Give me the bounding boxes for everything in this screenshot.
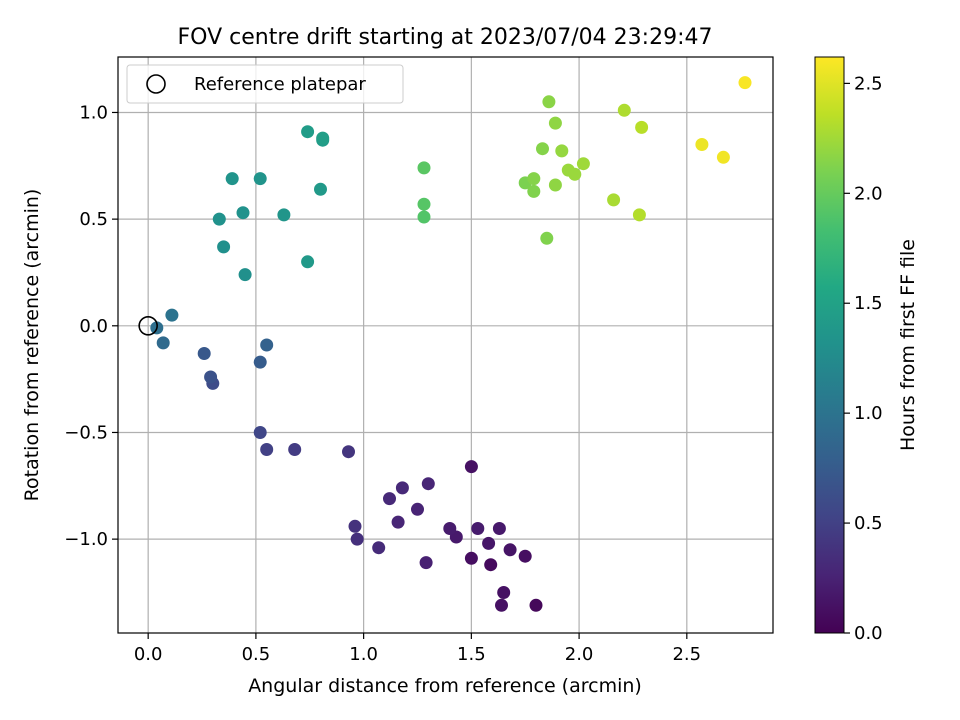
x-tick-label: 0.0 (134, 644, 163, 665)
data-point (411, 502, 424, 516)
data-point (417, 197, 431, 211)
data-point (301, 255, 315, 269)
data-point (165, 308, 179, 322)
data-point (695, 138, 709, 151)
data-point (527, 184, 541, 198)
data-point (716, 150, 730, 164)
data-point (419, 556, 433, 570)
data-point (372, 541, 386, 555)
data-point (548, 116, 562, 130)
data-point (197, 347, 211, 360)
legend-marker-icon (146, 74, 166, 94)
data-point (555, 144, 569, 158)
colorbar: 0.0 0.5 1.0 1.5 2.0 2.5 Hours from first FF f… (814, 56, 919, 644)
legend-label: Reference platepar (194, 74, 366, 95)
data-point (238, 268, 252, 282)
data-point (568, 167, 582, 181)
data-point (260, 338, 274, 352)
data-point (632, 208, 646, 222)
x-axis-ticks: 0.0 0.5 1.0 1.5 2.0 2.5 (134, 633, 701, 665)
data-point (607, 193, 621, 207)
data-point (497, 586, 511, 599)
x-tick-label: 2.5 (672, 644, 701, 665)
data-point (482, 536, 496, 550)
data-points (150, 76, 752, 612)
data-point (548, 178, 562, 192)
data-point (421, 477, 435, 491)
data-point (503, 543, 517, 557)
colorbar-tick-label: 2.5 (854, 73, 883, 94)
y-tick-label: −0.5 (64, 422, 108, 443)
data-point (417, 161, 431, 175)
data-point (212, 212, 226, 226)
data-point (342, 445, 355, 459)
y-axis-ticks: −1.0 −0.5 0.0 0.5 1.0 (64, 102, 118, 550)
colorbar-tick-label: 1.0 (854, 403, 883, 424)
data-point (301, 125, 315, 139)
data-point (225, 172, 239, 186)
data-point (464, 460, 478, 474)
legend-box (126, 64, 404, 104)
reference-platepar-marker (138, 315, 158, 336)
grid-lines (118, 57, 773, 633)
data-point (288, 443, 302, 456)
data-point (217, 240, 231, 254)
data-point (464, 551, 478, 565)
x-axis-label: Angular distance from reference (arcmin) (248, 675, 642, 697)
data-point (391, 515, 405, 529)
data-point (529, 598, 543, 612)
data-point (260, 443, 274, 456)
data-point (253, 426, 267, 439)
colorbar-tick-label: 1.5 (854, 293, 883, 314)
data-point (635, 120, 649, 134)
y-axis-label: Rotation from reference (arcmin) (21, 189, 43, 502)
data-point (471, 522, 485, 535)
data-point (527, 172, 541, 186)
colorbar-label: Hours from first FF file (897, 239, 919, 451)
colorbar-tick-label: 2.0 (854, 183, 883, 204)
plot-area (117, 56, 774, 634)
y-tick-label: 1.0 (79, 102, 108, 123)
data-point (738, 76, 752, 90)
data-point (314, 182, 327, 196)
data-point (316, 131, 330, 145)
data-point (518, 549, 532, 563)
colorbar-ticks: 0.0 0.5 1.0 1.5 2.0 2.5 (844, 73, 883, 644)
data-point (617, 103, 631, 117)
y-tick-label: 0.5 (79, 209, 108, 230)
y-tick-label: 0.0 (79, 316, 108, 337)
data-point (253, 172, 267, 186)
colorbar-tick-label: 0.5 (854, 513, 883, 534)
colorbar-gradient (814, 56, 845, 634)
chart-title: FOV centre drift starting at 2023/07/04 … (178, 25, 713, 50)
data-point (576, 157, 590, 171)
data-point (492, 522, 506, 535)
x-tick-label: 0.5 (242, 644, 271, 665)
data-point (156, 336, 170, 350)
y-tick-label: −1.0 (64, 529, 108, 550)
data-point (277, 208, 291, 222)
data-point (383, 492, 396, 506)
data-point (540, 231, 554, 245)
data-point (484, 558, 498, 572)
data-point (495, 598, 508, 612)
x-tick-label: 2.0 (565, 644, 594, 665)
x-tick-label: 1.0 (349, 644, 378, 665)
data-point (350, 532, 364, 546)
data-point (536, 142, 549, 156)
data-point (236, 206, 250, 220)
data-point (542, 95, 556, 109)
colorbar-tick-label: 0.0 (854, 623, 883, 644)
data-point (253, 355, 267, 369)
legend: Reference platepar (126, 64, 404, 104)
data-point (204, 370, 218, 384)
x-tick-label: 1.5 (457, 644, 486, 665)
data-point (395, 481, 409, 495)
data-point (417, 210, 431, 224)
data-point (443, 522, 457, 535)
data-point (348, 519, 362, 533)
